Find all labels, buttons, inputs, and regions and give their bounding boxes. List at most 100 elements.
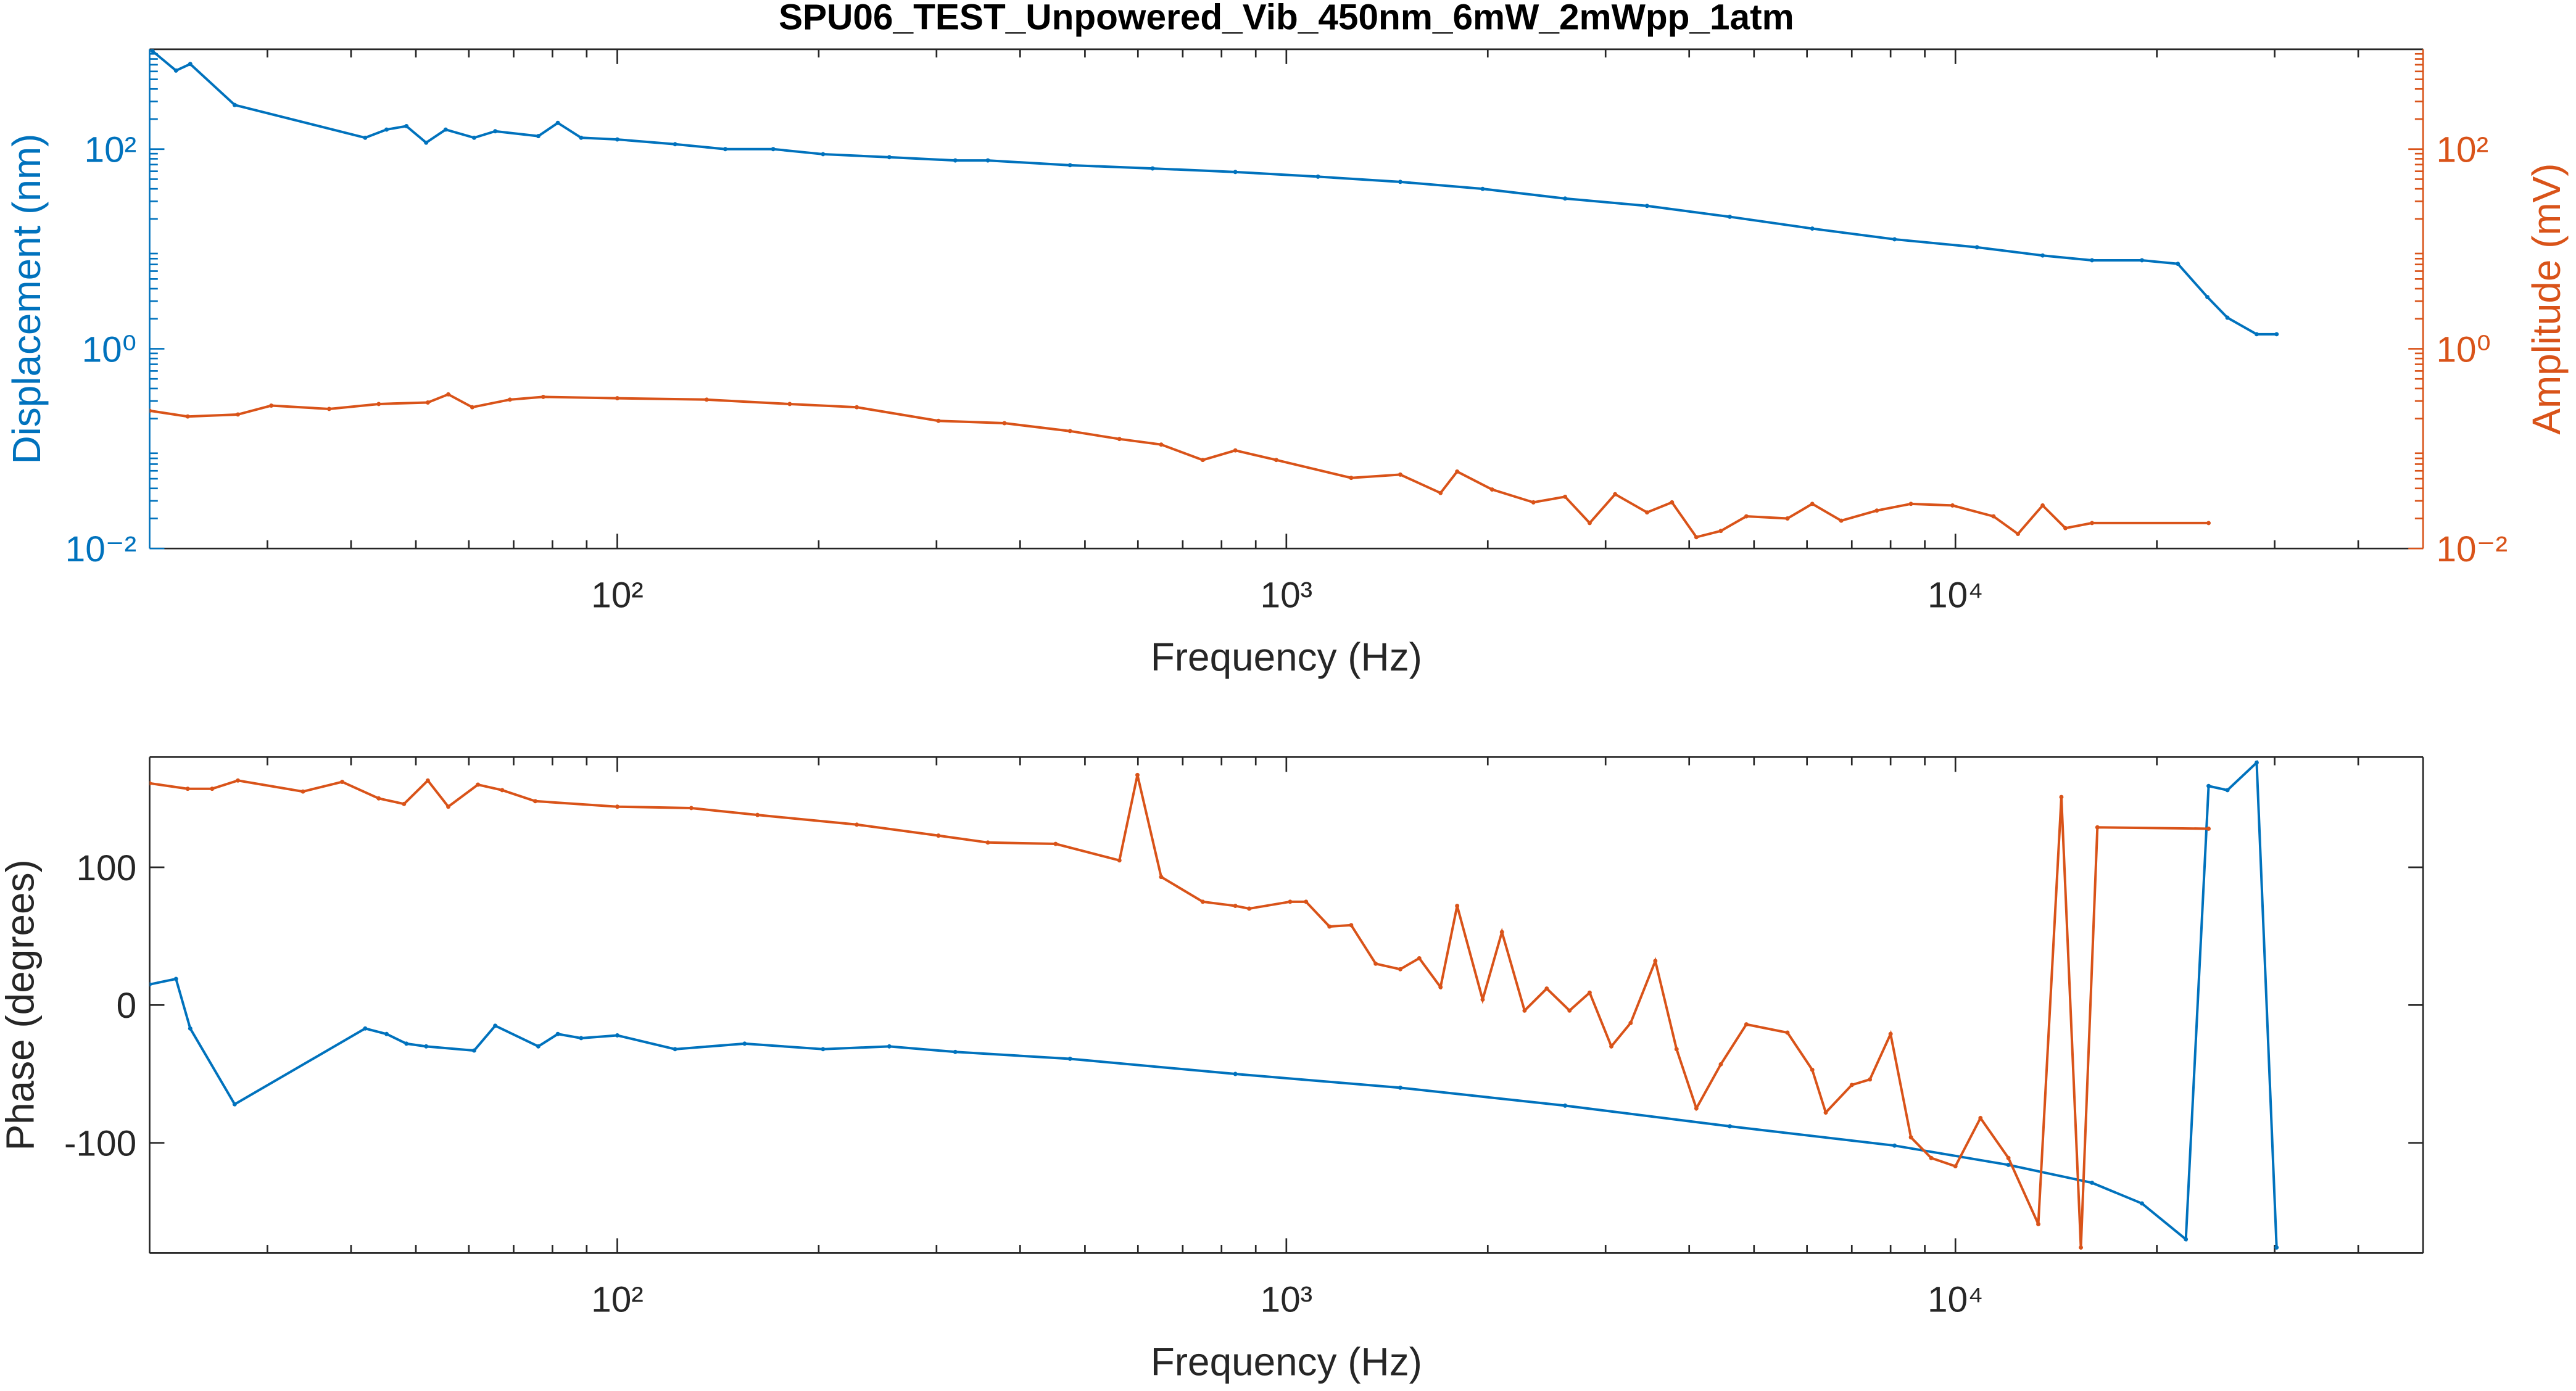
series-marker <box>2090 521 2095 526</box>
series-marker <box>404 123 409 128</box>
y-tick-label: 10⁰ <box>2436 329 2491 369</box>
series-marker <box>1694 1106 1699 1111</box>
series-marker <box>1974 245 1979 250</box>
series-marker <box>376 796 381 801</box>
series-marker <box>1233 904 1238 909</box>
series-marker <box>1117 437 1122 442</box>
series-marker <box>2225 788 2230 793</box>
series-marker <box>755 812 760 817</box>
series-marker <box>1718 529 1723 534</box>
series-marker <box>2255 332 2259 337</box>
series-marker <box>1609 1044 1614 1049</box>
series-marker <box>476 782 481 787</box>
series-marker <box>269 403 274 408</box>
series-marker <box>1950 503 1955 508</box>
series-marker <box>185 414 190 419</box>
series-marker <box>1613 492 1618 497</box>
series-marker <box>1839 518 1844 523</box>
series-marker <box>188 1026 193 1031</box>
series-line <box>151 50 2277 336</box>
series-marker <box>787 402 792 407</box>
series-marker <box>1563 196 1568 201</box>
y-tick-label: 10⁻² <box>2436 529 2508 569</box>
series-marker <box>1728 1124 1732 1129</box>
series-marker <box>1438 984 1443 989</box>
series-marker <box>1823 1110 1828 1115</box>
series-line <box>149 759 2278 1248</box>
series-marker <box>1728 214 1732 219</box>
series-marker <box>1067 163 1072 168</box>
x-axis-label: Frequency (Hz) <box>1151 1339 1422 1384</box>
series-marker <box>1159 875 1164 880</box>
series-marker <box>493 1023 498 1028</box>
series-marker <box>855 405 859 410</box>
series-marker <box>1874 508 1879 513</box>
series-marker <box>1489 487 1494 492</box>
series-marker <box>2176 262 2180 266</box>
series-marker <box>1849 1083 1854 1088</box>
series-marker <box>493 129 498 134</box>
x-tick-label: 10² <box>591 576 644 616</box>
series-marker <box>384 127 389 132</box>
chart-title: SPU06_TEST_Unpowered_Vib_450nm_6mW_2mWpp… <box>779 0 1794 37</box>
series-marker <box>936 418 941 423</box>
series-marker <box>188 62 193 67</box>
series-marker <box>384 1031 389 1036</box>
series-marker <box>1135 772 1140 777</box>
series-marker <box>1117 858 1122 863</box>
series-marker <box>2016 532 2020 537</box>
series-marker <box>150 49 155 54</box>
series-marker <box>149 781 152 786</box>
series-marker <box>2040 253 2045 258</box>
series-marker <box>1587 521 1592 526</box>
series-marker <box>673 142 677 147</box>
series-marker <box>555 120 560 125</box>
y-axis-label: Phase (degrees) <box>0 859 42 1150</box>
series-marker <box>1067 429 1072 434</box>
series-marker <box>1067 1056 1072 1061</box>
series-marker <box>953 158 958 163</box>
y-tick-label: 10² <box>85 130 137 170</box>
series-marker <box>210 786 215 791</box>
series-marker <box>579 135 584 140</box>
series-marker <box>1417 956 1422 960</box>
series-marker <box>1373 961 1378 966</box>
series-marker <box>1349 476 1354 481</box>
series-marker <box>1398 1085 1402 1090</box>
series-marker <box>1200 899 1205 904</box>
series-marker <box>1628 1020 1633 1025</box>
series-marker <box>1908 1135 1913 1140</box>
series-marker <box>1888 1031 1893 1036</box>
series-marker <box>1670 500 1675 505</box>
y-tick-label: 10⁻² <box>65 529 137 569</box>
series-marker <box>1200 458 1205 463</box>
series-marker <box>2036 1222 2040 1226</box>
series-marker <box>1455 904 1460 909</box>
x-tick-label: 10³ <box>1261 576 1313 616</box>
series-marker <box>327 407 331 411</box>
series-marker <box>887 155 892 160</box>
series-marker <box>579 1036 584 1041</box>
x-axis-label: Frequency (Hz) <box>1151 635 1422 679</box>
series-marker <box>1978 1116 1983 1120</box>
series-marker <box>1499 930 1504 935</box>
series-marker <box>300 789 305 794</box>
x-tick-label: 10⁴ <box>1928 576 1983 616</box>
series-marker <box>232 1102 237 1107</box>
series-line <box>149 774 2209 1248</box>
y-tick-label: 100 <box>76 848 136 888</box>
series-marker <box>2079 1245 2084 1250</box>
series-marker <box>2059 795 2064 799</box>
series-marker <box>1398 967 1402 972</box>
x-tick-label: 10⁴ <box>1928 1280 1983 1320</box>
series-marker <box>615 137 619 142</box>
series-marker <box>149 982 152 987</box>
series-marker <box>2274 332 2279 337</box>
series-marker <box>936 833 941 838</box>
series-marker <box>1785 516 1790 521</box>
series-marker <box>2274 1245 2279 1250</box>
series-marker <box>673 1047 677 1052</box>
series-marker <box>1810 1067 1815 1072</box>
series-marker <box>2206 521 2211 526</box>
series-marker <box>1304 899 1309 904</box>
